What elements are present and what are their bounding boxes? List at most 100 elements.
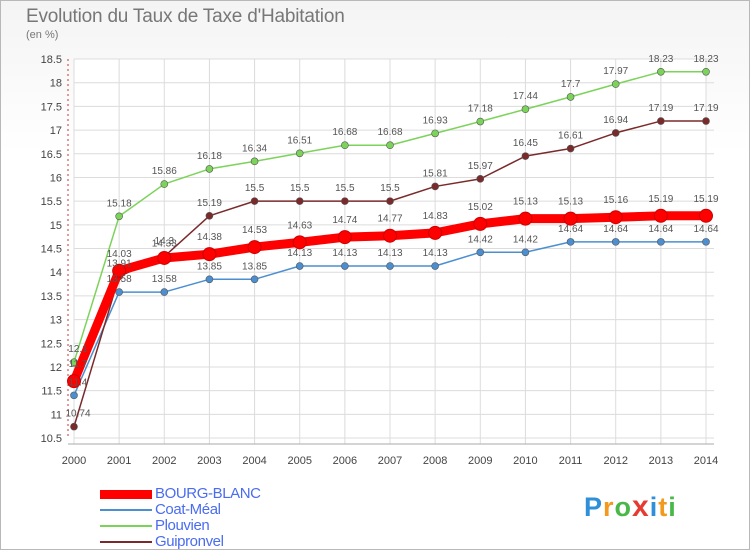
data-point-plouvien: [386, 141, 394, 150]
data-label-plouvien: 18.23: [648, 54, 673, 65]
x-tick-label: 2004: [242, 455, 266, 467]
proxiti-logo: Proxiti: [584, 490, 677, 524]
logo-letter: x: [632, 490, 650, 523]
data-label-coat-m-al: 13.85: [197, 261, 222, 272]
data-point-coat-m-al: [250, 275, 259, 284]
x-tick-label: 2002: [152, 455, 176, 467]
data-point-guipronvel: [386, 197, 394, 205]
x-tick-label: 2011: [559, 455, 583, 467]
y-tick-label: 11.5: [41, 386, 62, 398]
data-label-coat-m-al: 14.13: [287, 248, 312, 259]
data-label-plouvien: 17.97: [603, 66, 628, 77]
x-tick-label: 2013: [649, 455, 673, 467]
data-label-bourg-blanc: 14.53: [242, 225, 267, 236]
data-point-coat-m-al: [160, 288, 169, 296]
data-label-guipronvel: 13.91: [107, 258, 132, 269]
data-label-guipronvel: 10.74: [65, 409, 90, 420]
logo-letter: o: [614, 492, 633, 522]
data-point-plouvien: [521, 105, 530, 114]
data-label-guipronvel: 16.61: [558, 131, 583, 142]
data-label-plouvien: 16.93: [423, 115, 448, 126]
x-tick-label: 2008: [423, 455, 447, 467]
data-label-coat-m-al: 14.42: [513, 234, 538, 245]
data-point-coat-m-al: [566, 238, 575, 246]
data-point-bourg-blanc: [653, 208, 668, 223]
data-point-bourg-blanc: [157, 250, 172, 265]
data-point-guipronvel: [295, 197, 304, 205]
data-label-plouvien: 18.23: [693, 54, 718, 65]
data-label-bourg-blanc: 14.83: [423, 211, 448, 222]
legend-label: Coat-Méal: [155, 501, 221, 518]
data-point-guipronvel: [205, 212, 214, 220]
data-point-bourg-blanc: [383, 228, 397, 243]
data-label-guipronvel: 15.5: [380, 183, 400, 194]
data-point-guipronvel: [611, 129, 620, 137]
data-label-guipronvel: 16.45: [513, 138, 538, 149]
data-point-bourg-blanc: [112, 263, 127, 278]
data-label-coat-m-al: 14.64: [603, 224, 628, 235]
data-label-bourg-blanc: 15.13: [558, 197, 583, 208]
x-tick-label: 2000: [62, 455, 86, 467]
data-point-coat-m-al: [431, 262, 439, 270]
data-point-guipronvel: [702, 117, 710, 125]
data-label-guipronvel: 15.5: [335, 183, 355, 194]
data-label-coat-m-al: 14.13: [332, 248, 357, 259]
y-tick-label: 18: [50, 78, 62, 90]
data-point-plouvien: [611, 80, 620, 88]
legend-label: Plouvien: [155, 517, 210, 534]
data-label-guipronvel: 15.19: [197, 198, 222, 209]
data-label-bourg-blanc: 14.77: [377, 214, 402, 225]
y-tick-label: 14: [50, 267, 62, 279]
data-label-coat-m-al: 14.64: [693, 224, 718, 235]
data-point-plouvien: [115, 212, 123, 221]
data-point-coat-m-al: [476, 248, 485, 257]
data-point-plouvien: [205, 165, 214, 173]
y-tick-label: 16: [50, 172, 62, 184]
x-tick-label: 2005: [287, 455, 311, 467]
data-point-guipronvel: [70, 422, 78, 431]
x-tick-label: 2006: [333, 455, 357, 467]
axes: 10.5 11 11.5 12 12.5 13 13.5 14 14.5 15 15.5 16 16.5…: [41, 54, 719, 467]
data-label-coat-m-al: 14.13: [423, 248, 448, 259]
data-point-plouvien: [476, 117, 485, 126]
data-label-bourg-blanc: 14.63: [287, 220, 312, 231]
legend-swatch: [100, 525, 152, 527]
data-label-plouvien: 16.68: [377, 127, 402, 138]
data-point-coat-m-al: [70, 391, 78, 400]
chart-subtitle: (en %): [26, 29, 59, 41]
data-label-plouvien: 16.68: [332, 127, 357, 138]
data-point-bourg-blanc: [292, 235, 307, 250]
data-label-bourg-blanc: 14.38: [197, 232, 222, 243]
data-label-bourg-blanc: 14.74: [332, 215, 357, 226]
data-label-plouvien: 17.7: [561, 79, 581, 90]
data-label-plouvien: 16.34: [242, 143, 267, 154]
y-tick-label: 13: [50, 315, 62, 327]
logo-letter: i: [668, 492, 677, 522]
data-point-plouvien: [431, 129, 439, 138]
legend-label: BOURG-BLANC: [155, 485, 261, 502]
data-label-guipronvel: 17.19: [648, 103, 673, 114]
legend-swatch: [100, 541, 152, 543]
data-point-guipronvel: [566, 144, 575, 153]
data-label-coat-m-al: 11.4: [69, 377, 88, 388]
x-tick-label: 2009: [468, 455, 492, 467]
y-tick-label: 13.5: [41, 291, 62, 303]
data-label-plouvien: 17.18: [468, 104, 493, 115]
data-label-bourg-blanc: 11.7: [69, 359, 88, 370]
y-tick-label: 15.5: [41, 196, 62, 208]
legend-swatch: [100, 509, 152, 511]
data-point-coat-m-al: [611, 238, 620, 246]
data-point-guipronvel: [341, 197, 349, 205]
data-label-coat-m-al: 14.13: [377, 248, 402, 259]
data-point-plouvien: [341, 141, 349, 150]
data-label-plouvien: 17.44: [513, 91, 538, 102]
data-point-bourg-blanc: [337, 230, 352, 245]
data-label-bourg-blanc: 15.19: [693, 194, 718, 205]
x-tick-label: 2014: [694, 455, 718, 467]
x-tick-label: 2010: [513, 455, 537, 467]
data-label-coat-m-al: 13.58: [152, 274, 177, 285]
data-label-coat-m-al: 14.64: [648, 224, 673, 235]
data-point-coat-m-al: [205, 275, 214, 284]
y-tick-label: 12: [50, 362, 62, 374]
y-tick-label: 15: [50, 220, 62, 232]
